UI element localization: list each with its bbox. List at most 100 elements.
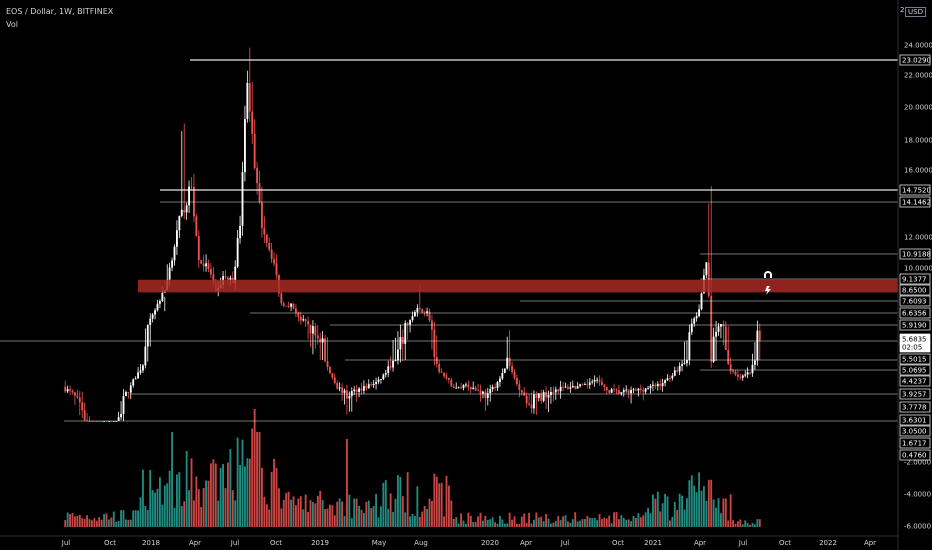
candle-body <box>421 308 424 313</box>
candle-body <box>652 384 654 386</box>
volume-bar <box>411 513 414 527</box>
candle-body <box>690 323 693 333</box>
volume-bar <box>758 519 761 527</box>
volume-bar <box>132 510 135 527</box>
candle-body <box>207 263 210 269</box>
candle-body <box>159 300 161 304</box>
volume-bar <box>321 499 324 527</box>
candle-body <box>411 316 414 321</box>
volume-bar <box>302 509 305 527</box>
volume-bar <box>282 499 285 527</box>
volume-tick-label: -6.0000 <box>904 523 931 531</box>
x-tick-label: May <box>372 539 386 547</box>
volume-bar <box>183 501 186 527</box>
volume-bar <box>212 459 215 527</box>
candle-body <box>511 365 513 372</box>
volume-bar <box>253 409 256 527</box>
volume-bar <box>299 496 302 527</box>
candle-body <box>520 390 523 393</box>
volume-bar <box>387 508 390 527</box>
volume-bar <box>754 524 756 527</box>
candle-body <box>333 377 336 384</box>
candle-body <box>319 338 322 343</box>
candle-body <box>299 316 302 321</box>
candle-body <box>110 421 113 422</box>
volume-bar <box>326 508 329 527</box>
volume-bar <box>569 522 572 527</box>
volume-bar <box>710 479 713 527</box>
volume-bar <box>69 514 71 527</box>
volume-bar <box>200 506 203 527</box>
price-tag-box <box>899 353 931 365</box>
volume-bar <box>615 512 618 527</box>
candle-body <box>622 390 625 393</box>
price-tag-box <box>899 295 931 307</box>
currency-button[interactable]: USD <box>905 7 926 17</box>
candle-body <box>200 259 203 264</box>
volume-indicator-label[interactable]: Vol <box>6 20 18 29</box>
candle-body <box>669 378 671 380</box>
price-tag-box <box>899 425 931 437</box>
volume-bar <box>93 518 96 527</box>
volume-bar <box>241 439 244 527</box>
candle-body <box>355 389 358 392</box>
candle-body <box>739 376 742 378</box>
candle-body <box>139 370 142 373</box>
candle-body <box>571 385 574 388</box>
volume-bar <box>513 516 516 527</box>
volume-bar <box>416 486 419 527</box>
x-tick-label: 2022 <box>819 539 837 547</box>
volume-bar <box>348 494 351 527</box>
candle-body <box>732 370 734 372</box>
volume-bar <box>610 523 613 527</box>
candle-body <box>406 322 409 325</box>
volume-bar <box>316 495 319 527</box>
volume-bar <box>81 518 84 527</box>
candle-body <box>435 357 438 364</box>
candle-body <box>445 376 448 378</box>
volume-bar <box>71 513 74 527</box>
volume-bar <box>219 467 222 527</box>
volume-bar <box>666 496 669 527</box>
volume-bar <box>686 498 688 527</box>
candle-body <box>700 293 703 310</box>
volume-bar <box>528 512 530 527</box>
candle-body <box>287 305 290 307</box>
volume-bar <box>732 520 734 527</box>
candle-body <box>108 421 110 422</box>
candle-body <box>455 387 458 389</box>
price-tag-label: 7.6093 <box>902 298 927 306</box>
candle-body <box>508 357 511 366</box>
candle-body <box>314 326 317 336</box>
volume-bar <box>142 469 144 527</box>
volume-bar <box>644 512 647 527</box>
candle-body <box>261 202 263 228</box>
candle-body <box>212 274 215 283</box>
volume-bar <box>540 516 543 527</box>
volume-bar <box>669 520 671 527</box>
volume-bar <box>450 500 453 527</box>
candle-body <box>506 357 509 369</box>
x-tick-label: Jul <box>738 539 748 547</box>
candle-body <box>494 386 496 389</box>
candle-body <box>122 396 125 414</box>
volume-bar <box>596 520 598 527</box>
volume-bar <box>593 517 596 527</box>
candle-body <box>559 386 562 392</box>
volume-bar <box>720 513 722 527</box>
x-tick-label: Jul <box>230 539 240 547</box>
volume-bar <box>530 523 533 527</box>
volume-bar <box>231 490 234 527</box>
candle-body <box>341 387 343 393</box>
price-tag-label: 6.6356 <box>902 310 927 318</box>
volume-bar <box>579 520 581 527</box>
candle-body <box>149 318 152 325</box>
volume-bar <box>737 521 739 527</box>
volume-bar <box>465 523 467 527</box>
candle-body <box>105 421 108 422</box>
volume-bar <box>588 517 591 527</box>
volume-bar <box>598 514 601 527</box>
volume-bar <box>190 458 193 527</box>
volume-bar <box>729 494 732 527</box>
